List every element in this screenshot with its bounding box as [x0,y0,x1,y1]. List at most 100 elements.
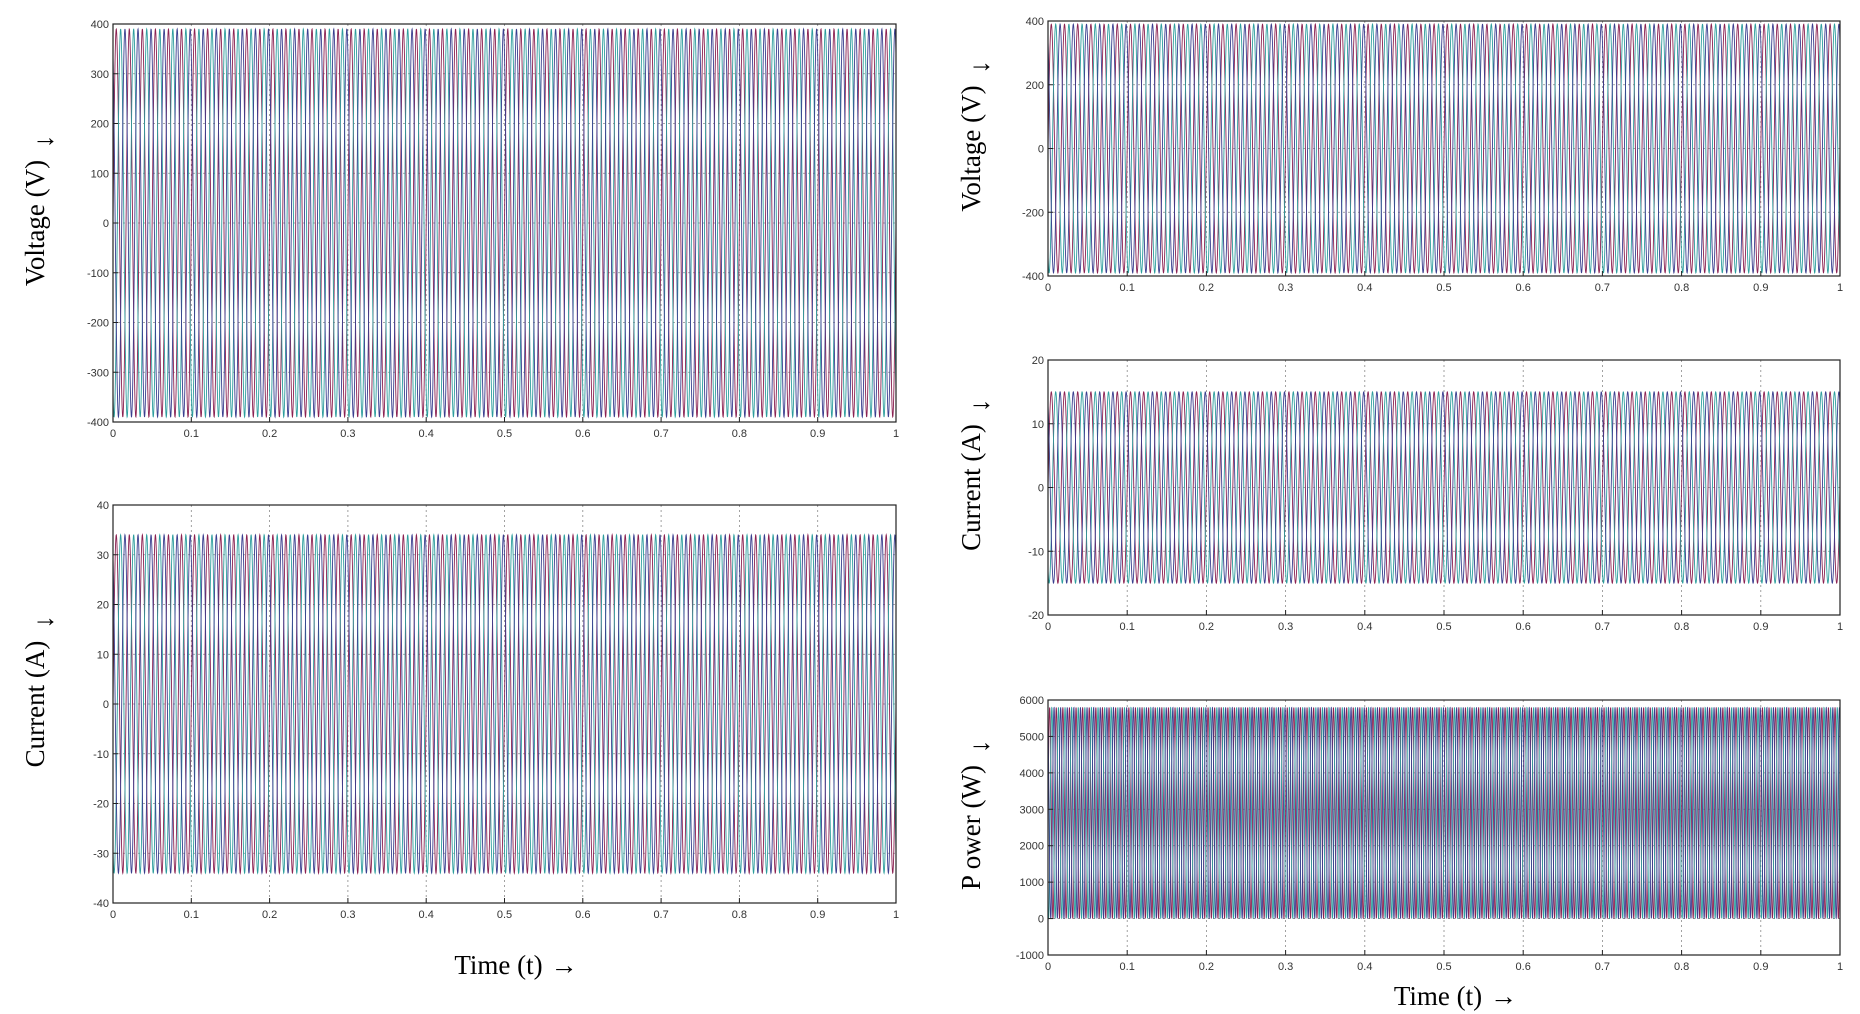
x-tick-label: 0.2 [1199,961,1214,973]
y-axis-arrow: → [32,122,59,152]
x-tick-label: 0.3 [1278,621,1293,633]
series-line-2 [113,27,896,419]
y-tick-label: -200 [87,318,109,330]
x-tick-label: 0.2 [262,909,277,921]
y-tick-label: 4000 [1020,768,1044,780]
x-tick-label: 0 [110,909,116,921]
chart-panel-left-bottom: 0 0.1 0.2 0.3 0.4 0.5 0.6 0.7 0.8 0.9 1 40 30 20 10 0 -1… [20,500,899,980]
x-tick-label: 0.3 [1278,282,1293,294]
y-tick-label: 30 [97,550,109,562]
y-tick-label: 300 [91,69,109,81]
x-tick-label: 0.6 [1516,621,1531,633]
y-axis-arrow: → [968,727,995,757]
y-tick-label: 40 [97,500,109,512]
y-tick-label: 10 [1032,419,1044,431]
y-tick-label: 100 [91,168,109,180]
x-tick-label: 1 [1837,961,1843,973]
y-tick-label: -100 [87,268,109,280]
x-tick-label: 0.9 [1753,961,1768,973]
y-axis-label: P ower (W) [956,765,986,890]
x-tick-label: 0.8 [1674,621,1689,633]
y-tick-label: 5000 [1020,731,1044,743]
x-tick-label: 0.8 [1674,961,1689,973]
y-tick-label: 6000 [1020,695,1044,707]
y-axis-arrow: → [968,386,995,416]
series-line-1 [1048,22,1840,275]
y-axis-arrow: → [32,603,59,633]
x-tick-label: 0.1 [1120,961,1135,973]
y-axis-label: Voltage (V) [956,85,986,211]
x-tick-label: 0.4 [1357,621,1372,633]
y-tick-label: -300 [87,367,109,379]
x-tick-label: 0.6 [1516,961,1531,973]
x-tick-label: 0.5 [497,909,512,921]
series-line-1 [113,533,896,875]
y-tick-label: 20 [1032,355,1044,367]
x-tick-label: 0.3 [340,428,355,440]
chart-panel-left-top: 0 0.1 0.2 0.3 0.4 0.5 0.6 0.7 0.8 0.9 1 400 300 200 10… [20,19,899,440]
y-axis-label: Current (A) [20,641,50,768]
y-axis-arrow: → [968,47,995,77]
y-tick-label: -40 [93,898,109,910]
series-line-3 [1048,390,1840,585]
y-tick-label: -10 [1028,546,1044,558]
x-tick-label: 0.9 [1753,282,1768,294]
x-axis-label: Time (t) [1394,981,1482,1011]
x-tick-label: 0.4 [419,428,434,440]
x-tick-label: 0.5 [497,428,512,440]
x-tick-label: 0 [1045,282,1051,294]
x-tick-label: 0.8 [1674,282,1689,294]
series-line-1 [1048,707,1840,919]
x-tick-label: 0.1 [184,428,199,440]
x-tick-label: 1 [893,909,899,921]
x-tick-label: 0.5 [1436,621,1451,633]
y-tick-label: 200 [91,119,109,131]
series-line-3 [113,27,896,419]
x-tick-label: 0.8 [732,909,747,921]
y-tick-label: 2000 [1020,841,1044,853]
x-tick-label: 0.9 [1753,621,1768,633]
x-tick-label: 1 [1837,282,1843,294]
x-tick-label: 0.7 [1595,282,1610,294]
y-tick-label: 10 [97,649,109,661]
y-axis-label: Voltage (V) [20,160,50,286]
chart-panel-right-top: 0 0.1 0.2 0.3 0.4 0.5 0.6 0.7 0.8 0.9 1 400 200 0 -200… [956,16,1843,294]
y-tick-label: -1000 [1016,950,1044,962]
x-tick-label: 0.4 [1357,282,1372,294]
y-tick-label: 400 [1026,16,1044,28]
x-tick-label: 0 [1045,621,1051,633]
x-tick-label: 0 [1045,961,1051,973]
y-tick-label: 200 [1026,80,1044,92]
x-tick-label: 0.3 [340,909,355,921]
y-tick-label: -20 [93,799,109,811]
y-tick-label: -10 [93,749,109,761]
x-tick-label: 0.9 [810,428,825,440]
y-tick-label: -400 [87,417,109,429]
y-tick-label: 0 [1038,914,1044,926]
x-tick-label: 0.1 [1120,282,1135,294]
y-axis-label: Current (A) [956,424,986,551]
x-tick-label: 1 [893,428,899,440]
y-tick-label: -30 [93,848,109,860]
x-tick-label: 0.2 [262,428,277,440]
x-axis-label: Time (t) [454,950,542,980]
y-tick-label: 1000 [1020,877,1044,889]
x-tick-label: 0.7 [1595,961,1610,973]
series-line-2 [1048,706,1840,920]
x-tick-label: 0.1 [1120,621,1135,633]
series-line-2 [113,533,896,875]
y-tick-label: 0 [103,218,109,230]
x-tick-label: 0.6 [575,909,590,921]
series-line-2 [1048,22,1840,275]
y-tick-label: -400 [1022,271,1044,283]
chart-panel-right-middle: 0 0.1 0.2 0.3 0.4 0.5 0.6 0.7 0.8 0.9 1 20 10 0 -10 -20… [956,355,1843,633]
x-tick-label: 1 [1837,621,1843,633]
series-line-3 [113,533,896,875]
y-tick-label: 0 [103,699,109,711]
x-tick-label: 0.4 [1357,961,1372,973]
y-tick-label: 0 [1038,144,1044,156]
chart-panel-right-bottom: 0 0.1 0.2 0.3 0.4 0.5 0.6 0.7 0.8 0.9 1 6000 5000 400… [956,695,1843,1011]
y-tick-label: 3000 [1020,804,1044,816]
series-line-1 [1048,390,1840,585]
